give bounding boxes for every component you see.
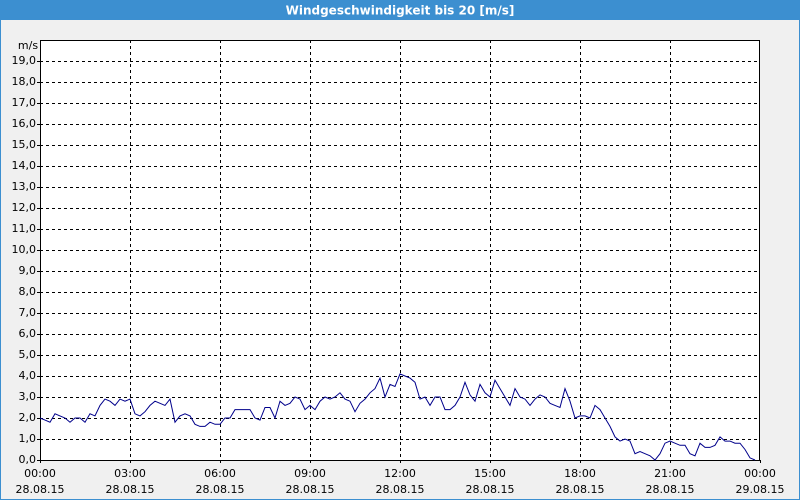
y-tick-label: 16,0 — [12, 117, 37, 130]
x-tick-label: 28.08.15 — [556, 483, 605, 496]
chart-title: Windgeschwindigkeit bis 20 [m/s] — [286, 4, 515, 18]
x-tick-label: 18:00 — [564, 467, 596, 480]
data-line — [39, 373, 756, 461]
x-tick-label: 28.08.15 — [376, 483, 425, 496]
x-tick-label: 28.08.15 — [646, 483, 695, 496]
x-tick-label: 21:00 — [654, 467, 686, 480]
y-tick-label: 11,0 — [12, 222, 37, 235]
y-tick-label: 1,0 — [19, 432, 37, 445]
x-tick-label: 29.08.15 — [736, 483, 785, 496]
y-tick-label: 14,0 — [12, 159, 37, 172]
y-tick-label: 6,0 — [19, 327, 37, 340]
x-tick-label: 28.08.15 — [106, 483, 155, 496]
y-tick-label: 3,0 — [19, 390, 37, 403]
x-tick-label: 28.08.15 — [196, 483, 245, 496]
x-tick-label: 00:00 — [744, 467, 776, 480]
y-tick-label: 8,0 — [19, 285, 37, 298]
x-tick-label: 28.08.15 — [16, 483, 65, 496]
y-tick-label: 2,0 — [19, 411, 37, 424]
y-tick-label: 12,0 — [12, 201, 37, 214]
y-tick-label: 13,0 — [12, 180, 37, 193]
y-tick-label: 7,0 — [19, 306, 37, 319]
y-tick-label: 0,0 — [19, 453, 37, 466]
y-tick-label: 4,0 — [19, 369, 37, 382]
x-tick-label: 12:00 — [384, 467, 416, 480]
x-tick-label: 09:00 — [294, 467, 326, 480]
y-tick-label: 9,0 — [19, 264, 37, 277]
plot-border — [40, 40, 760, 461]
x-tick-label: 28.08.15 — [286, 483, 335, 496]
y-tick-label: 17,0 — [12, 96, 37, 109]
x-tick-label: 00:00 — [24, 467, 56, 480]
y-tick-label: 10,0 — [12, 243, 37, 256]
y-tick-label: 19,0 — [12, 54, 37, 67]
x-tick-label: 15:00 — [474, 467, 506, 480]
y-axis-label: m/s — [18, 39, 38, 52]
x-tick-label: 06:00 — [204, 467, 236, 480]
title-bar — [0, 0, 800, 20]
x-tick-label: 03:00 — [114, 467, 146, 480]
x-tick-label: 28.08.15 — [466, 483, 515, 496]
y-tick-label: 5,0 — [19, 348, 37, 361]
y-tick-label: 15,0 — [12, 138, 37, 151]
y-tick-label: 18,0 — [12, 75, 37, 88]
